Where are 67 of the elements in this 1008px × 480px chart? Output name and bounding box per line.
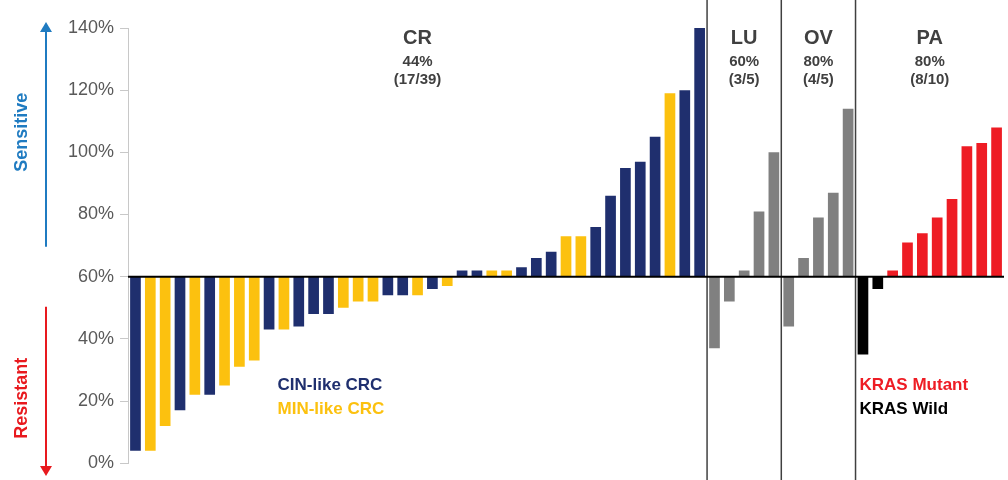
bar bbox=[620, 167, 631, 277]
y-tick-label: 0% bbox=[88, 452, 115, 473]
y-tick-label: 60% bbox=[78, 265, 115, 286]
bar bbox=[159, 276, 171, 426]
bar bbox=[427, 276, 438, 290]
bar bbox=[397, 276, 409, 296]
bar bbox=[679, 90, 691, 277]
bar bbox=[813, 217, 824, 277]
bar bbox=[917, 233, 928, 277]
bar bbox=[530, 258, 542, 277]
bar bbox=[516, 267, 527, 277]
text: CIN-like CRC bbox=[277, 374, 383, 394]
bar bbox=[575, 236, 587, 277]
bar bbox=[174, 276, 186, 411]
y-tick-label: 80% bbox=[78, 203, 115, 224]
y-tick-label: 20% bbox=[78, 390, 115, 410]
y-tick-label: 100% bbox=[67, 141, 115, 162]
y-tick-label: 120% bbox=[67, 79, 115, 100]
bar bbox=[412, 276, 423, 296]
annotation: OV 80% (4/5) bbox=[802, 25, 834, 87]
bar bbox=[783, 276, 795, 327]
bar bbox=[278, 276, 290, 330]
bar bbox=[946, 198, 958, 277]
bar bbox=[961, 146, 973, 277]
annotation: CR 44% (17/39) bbox=[393, 25, 442, 87]
bar bbox=[649, 136, 661, 277]
bar bbox=[991, 127, 1002, 277]
bar bbox=[976, 143, 988, 277]
annotation: LU 60% (3/5) bbox=[728, 25, 760, 87]
bar bbox=[931, 217, 943, 277]
bar bbox=[560, 236, 572, 277]
bar bbox=[352, 276, 364, 302]
text: KRAS Wild bbox=[859, 398, 949, 418]
bar bbox=[664, 93, 676, 277]
bar bbox=[204, 276, 216, 395]
bar bbox=[768, 152, 780, 277]
bar bbox=[634, 161, 646, 277]
y-tick-label: 140% bbox=[67, 16, 115, 37]
bar bbox=[234, 276, 245, 367]
text: KRAS Mutant bbox=[859, 374, 969, 394]
bar bbox=[798, 258, 809, 277]
bar bbox=[827, 192, 839, 277]
bar bbox=[144, 276, 156, 451]
bar bbox=[590, 226, 602, 277]
annotation: PA 80% (8/10) bbox=[910, 25, 950, 87]
bar bbox=[709, 276, 720, 349]
bar bbox=[842, 108, 854, 277]
bar bbox=[605, 195, 616, 277]
bar bbox=[545, 251, 557, 277]
bar bbox=[753, 211, 765, 277]
bar bbox=[293, 276, 305, 327]
bar bbox=[219, 276, 230, 386]
bar bbox=[337, 276, 349, 308]
bar bbox=[263, 276, 275, 330]
bar bbox=[723, 276, 735, 302]
bar bbox=[902, 242, 913, 277]
bar bbox=[694, 28, 705, 277]
bar bbox=[130, 276, 141, 451]
bar bbox=[248, 276, 260, 361]
bar bbox=[189, 276, 201, 395]
bar bbox=[308, 276, 319, 314]
text: MIN-like CRC bbox=[277, 398, 385, 418]
text: Resistant bbox=[10, 357, 31, 439]
y-tick-label: 40% bbox=[78, 327, 115, 348]
text: Sensitive bbox=[10, 92, 31, 172]
bar bbox=[367, 276, 379, 302]
bar bbox=[323, 276, 334, 314]
